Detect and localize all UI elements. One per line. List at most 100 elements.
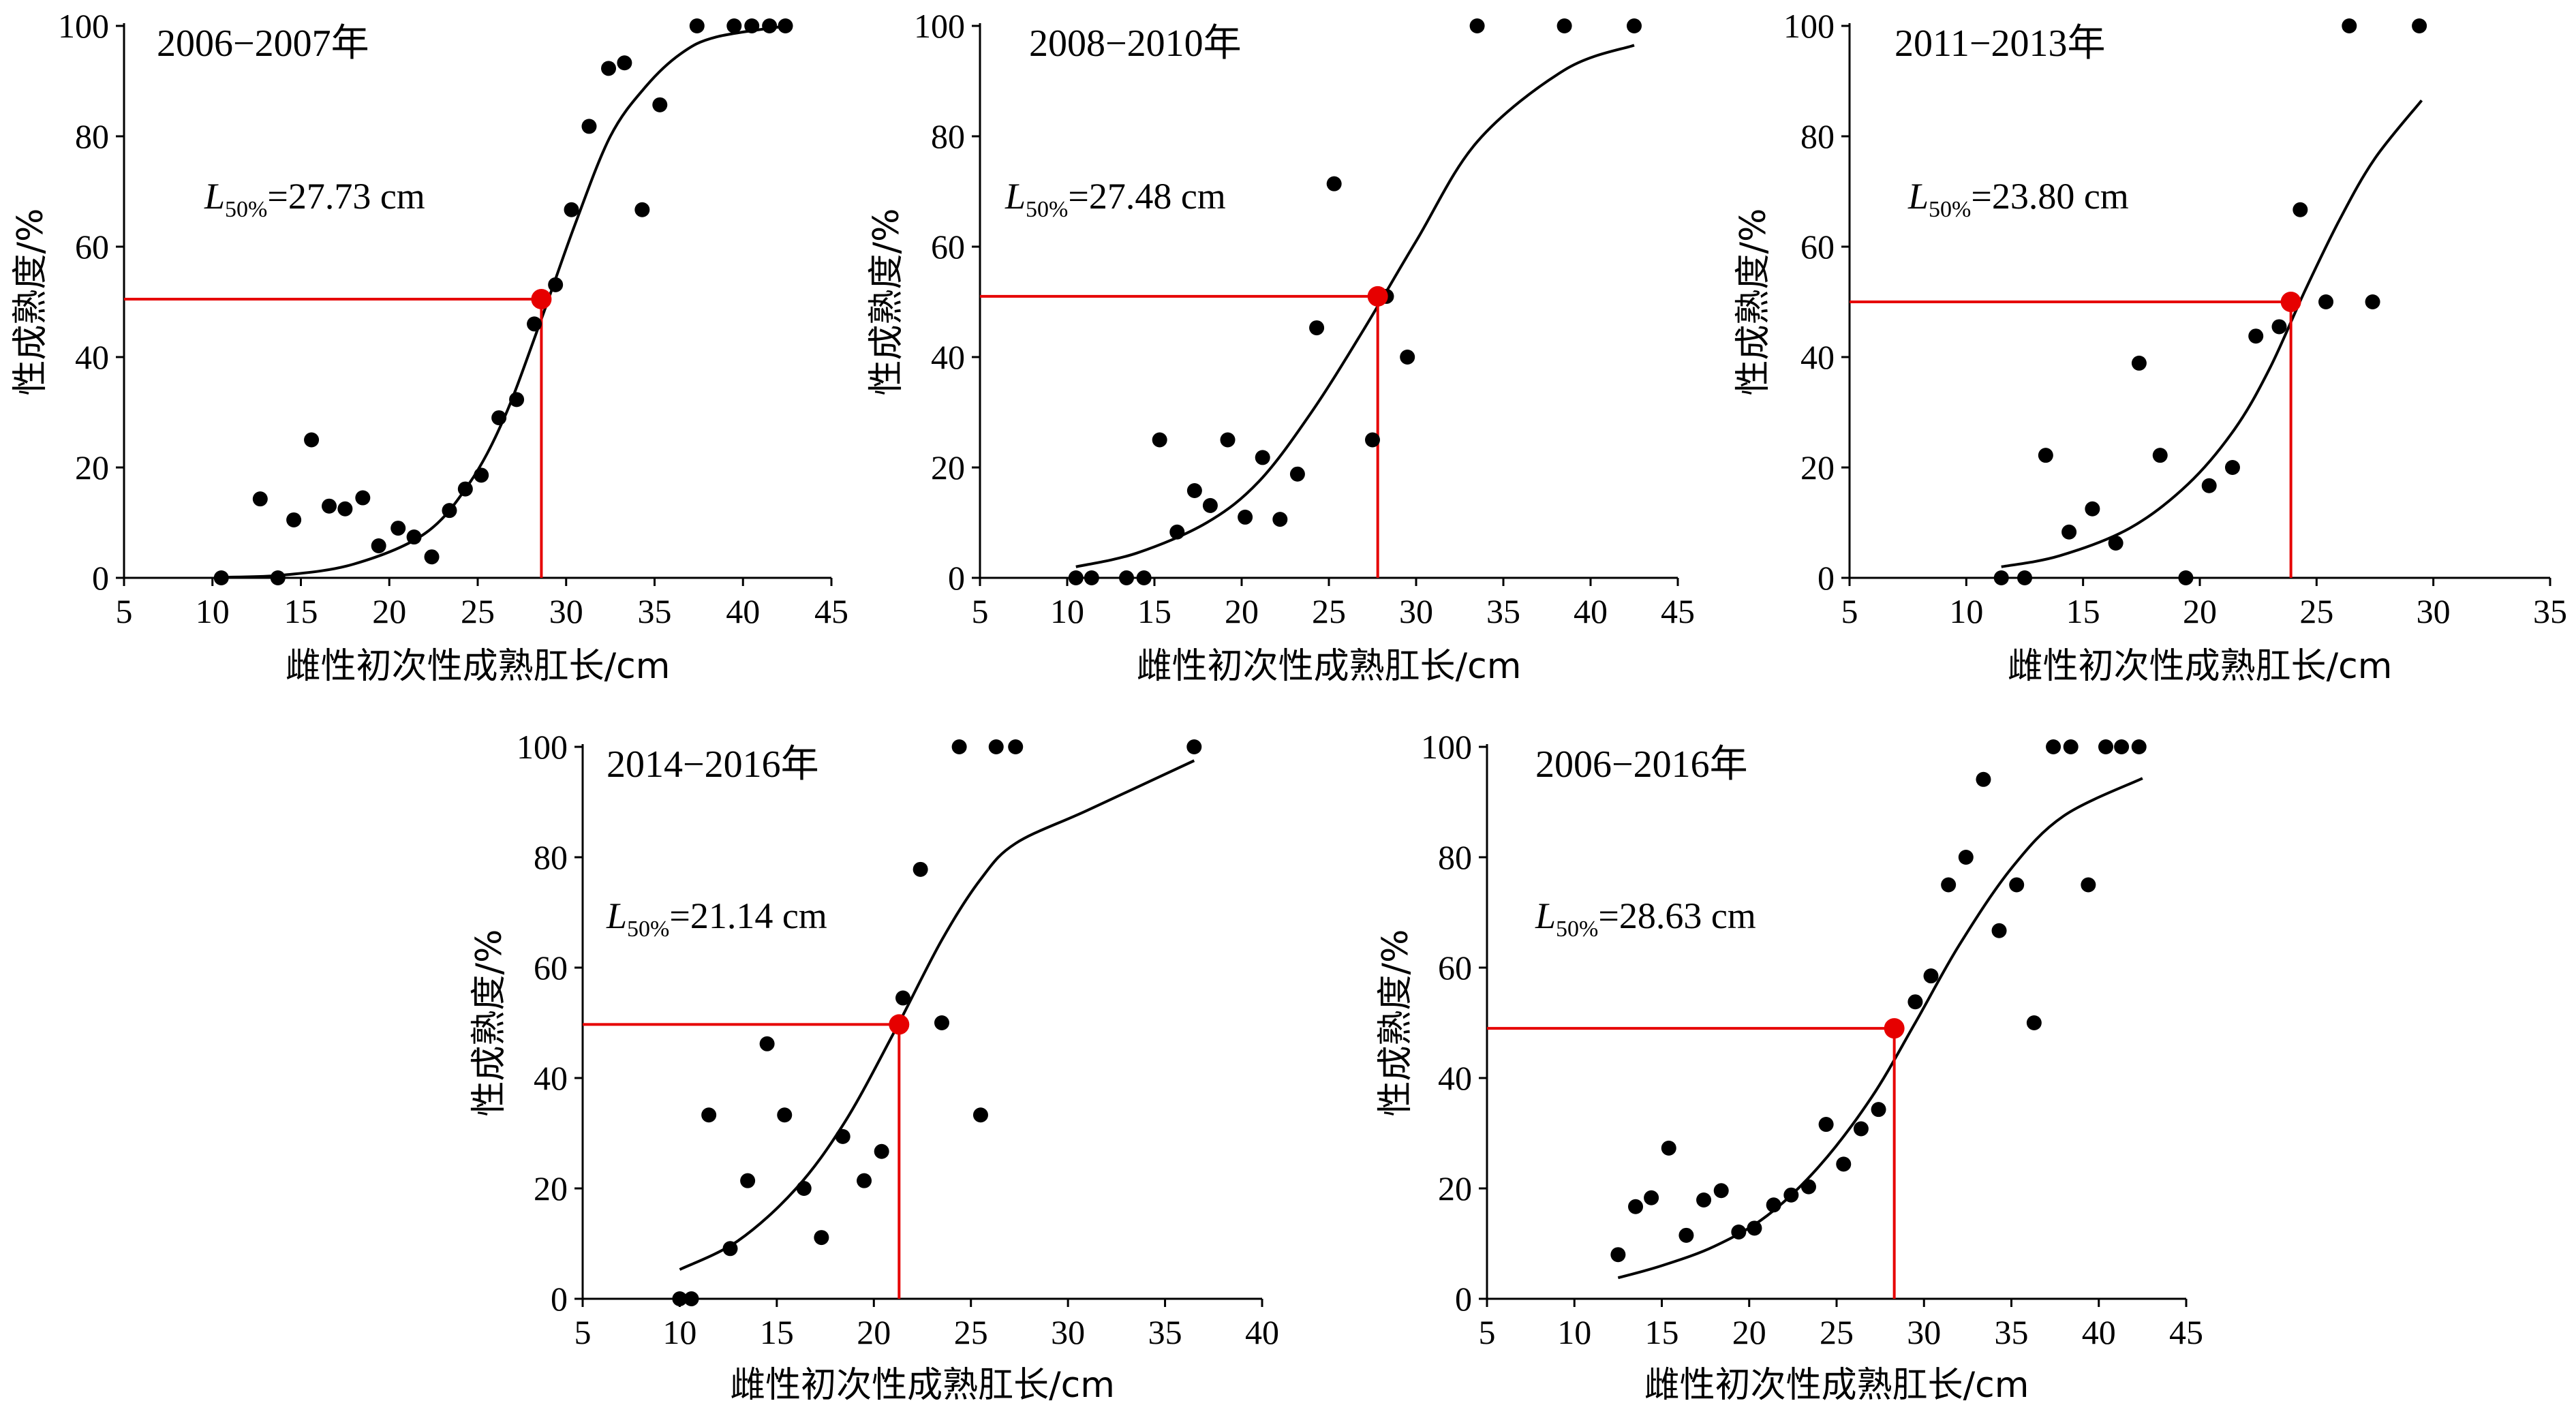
data-point: [913, 861, 928, 877]
x-axis-title: 雌性初次性成熟肛长/cm: [286, 646, 671, 687]
data-point: [1853, 1121, 1869, 1137]
panel-title: 2011−2013年: [1895, 22, 2106, 65]
panel-title: 2006−2016年: [1535, 743, 1748, 786]
y-tick-label: 40: [1800, 338, 1835, 376]
data-point: [874, 1143, 889, 1159]
x-tick-label: 25: [461, 592, 495, 630]
y-tick-label: 60: [1438, 949, 1472, 987]
y-tick-label: 60: [534, 949, 568, 987]
l50-marker: [2280, 292, 2301, 312]
x-tick-label: 30: [549, 592, 583, 630]
data-point: [1783, 1187, 1799, 1203]
l50-annotation: L50%=23.80 cm: [1907, 176, 2129, 222]
data-point: [1907, 994, 1923, 1010]
chart-panel-2: 5 10 15 20 25 30 35 40 45 0 20 40 60 80 100 雌性初次性成熟肛长/c…: [866, 7, 1695, 687]
chart-panel-5: 5 10 15 20 25 30 35 40 45 0 20 40 60 80 100 雌性初次性成熟肛长/c…: [1375, 728, 2203, 1406]
l50-annotation: L50%=27.73 cm: [204, 176, 425, 222]
x-tick-label: 40: [726, 592, 760, 630]
data-point: [1991, 923, 2007, 938]
data-point: [548, 277, 564, 292]
data-point: [1186, 739, 1202, 754]
x-tick-label: 5: [116, 592, 133, 630]
l50-value: =23.80 cm: [1971, 176, 2128, 217]
data-point: [581, 119, 597, 134]
panel-title: 2008−2010年: [1029, 22, 1242, 65]
y-tick-label: 60: [1800, 228, 1835, 266]
x-tick-label: 25: [1820, 1313, 1854, 1351]
data-point: [2178, 570, 2194, 585]
data-point: [2038, 448, 2053, 463]
y-tick-label: 0: [1455, 1280, 1472, 1318]
l50-marker: [1367, 286, 1388, 307]
data-point: [2063, 739, 2079, 754]
data-point: [2365, 294, 2380, 309]
fitted-curve: [679, 759, 1195, 1271]
data-point: [1238, 509, 1253, 525]
chart-panel-3: 5 10 15 20 25 30 35 0 20 40 60 80 100 雌性初次性成熟肛长/cm 性成熟…: [1733, 7, 2567, 687]
panel-title: 2006−2007年: [157, 22, 369, 65]
data-point: [1871, 1102, 1886, 1118]
x-tick-label: 5: [1841, 592, 1858, 630]
data-point: [390, 521, 406, 536]
data-point: [1008, 739, 1024, 754]
data-point: [652, 97, 668, 112]
x-tick-label: 5: [1479, 1313, 1496, 1351]
data-point: [1136, 570, 1152, 585]
data-point: [972, 1107, 988, 1123]
data-point: [2009, 877, 2025, 893]
l50-annotation: L50%=27.48 cm: [1005, 176, 1226, 222]
data-point: [1557, 18, 1572, 33]
data-point: [895, 990, 911, 1006]
fitted-curve: [1617, 777, 2143, 1280]
data-point: [2061, 524, 2077, 540]
data-point: [1644, 1190, 1659, 1205]
data-point: [835, 1128, 850, 1144]
data-point: [322, 498, 337, 514]
data-point: [778, 18, 793, 33]
x-tick-label: 20: [1225, 592, 1259, 630]
data-point: [2131, 355, 2147, 371]
data-point: [701, 1107, 717, 1123]
data-point: [2342, 18, 2357, 33]
l50-subscript: 50%: [627, 917, 669, 942]
data-point: [1084, 570, 1099, 585]
data-point: [2081, 877, 2096, 893]
data-point: [1713, 1183, 1729, 1199]
l50-guide-lines: [124, 297, 543, 578]
data-point: [286, 512, 302, 527]
y-tick-label: 0: [92, 559, 109, 597]
l50-subscript: 50%: [1929, 197, 1971, 222]
data-point: [2098, 739, 2114, 754]
data-point: [474, 467, 489, 483]
data-point: [2026, 1015, 2042, 1030]
data-point: [270, 570, 286, 585]
l50-value: =21.14 cm: [669, 895, 827, 936]
x-tick-label: 20: [1732, 1313, 1766, 1351]
x-tick-label: 15: [2066, 592, 2100, 630]
y-tick-label: 80: [1800, 117, 1835, 155]
x-tick-label: 15: [1137, 592, 1171, 630]
y-tick-label: 20: [931, 448, 965, 487]
y-axis-title: 性成熟度/%: [866, 209, 907, 396]
l50-symbol: L: [204, 176, 225, 217]
x-axis-title: 雌性初次性成熟肛长/cm: [730, 1365, 1115, 1406]
y-tick-label: 80: [1438, 838, 1472, 876]
y-tick-label: 40: [534, 1059, 568, 1097]
y-tick-label: 100: [58, 7, 109, 45]
y-tick-label: 100: [1783, 7, 1835, 45]
data-point: [1800, 1179, 1816, 1195]
data-point: [1941, 877, 1957, 893]
y-tick-label: 100: [517, 728, 568, 766]
data-point: [2152, 448, 2168, 463]
data-point: [1678, 1227, 1694, 1243]
x-tick-label: 20: [857, 1313, 891, 1351]
data-point: [796, 1181, 812, 1196]
l50-marker: [1884, 1018, 1905, 1039]
x-tick-label: 15: [760, 1313, 794, 1351]
y-tick-label: 100: [1421, 728, 1472, 766]
x-tick-label: 20: [372, 592, 406, 630]
data-point: [988, 739, 1004, 754]
data-point: [2248, 328, 2264, 344]
data-point: [1610, 1247, 1626, 1263]
data-point: [857, 1173, 872, 1188]
